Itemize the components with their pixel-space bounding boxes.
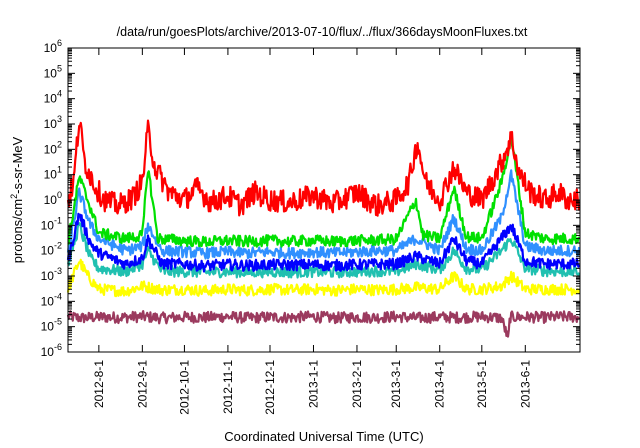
y-tick-label: 105: [44, 63, 62, 80]
x-tick-label: 2013-4-1: [433, 360, 447, 408]
y-axis-label-base: protons/cm: [10, 199, 25, 263]
series-layer: [66, 119, 581, 338]
y-tick-label: 104: [44, 89, 62, 106]
y-axis-label-sup: 2: [9, 194, 19, 199]
y-axis-label-tail: -s-sr-MeV: [10, 136, 25, 193]
x-tick-label: 2012-9-1: [135, 360, 149, 408]
x-tick-label: 2013-6-1: [518, 360, 532, 408]
y-axis-label: protons/cm2-s-sr-MeV: [9, 136, 25, 263]
x-tick-label: 2012-8-1: [92, 360, 106, 408]
y-tick-label: 10-3: [41, 266, 62, 283]
x-tick-label: 2012-12-1: [263, 360, 277, 415]
y-tick-label: 102: [44, 139, 62, 156]
series-line: [66, 212, 581, 273]
series-line: [66, 119, 581, 217]
series-line: [67, 138, 580, 248]
x-tick-label: 2013-1-1: [306, 360, 320, 408]
y-tick-label: 103: [44, 114, 62, 131]
x-tick-label: 2013-2-1: [350, 360, 364, 408]
y-tick-label: 106: [44, 38, 62, 55]
x-tick-label: 2012-11-1: [221, 360, 235, 414]
series-line: [66, 258, 581, 298]
chart-title: /data/run/goesPlots/archive/2013-07-10/f…: [117, 25, 528, 39]
y-tick-label: 10-4: [41, 291, 62, 308]
y-tick-label: 10-6: [41, 342, 62, 359]
y-tick-label: 10-2: [41, 241, 62, 258]
y-tick-label: 10-1: [41, 215, 62, 232]
series-line: [66, 169, 581, 260]
y-tick-label: 10-5: [41, 317, 62, 334]
x-tick-label: 2013-3-1: [389, 360, 403, 408]
y-axis: 10-6 10-5 10-4 10-3 10-2 10-1 100 101 102 103 104 1…: [41, 38, 580, 359]
x-tick-label: 2013-5-1: [475, 360, 489, 408]
y-tick-label: 100: [44, 190, 62, 207]
x-tick-label: 2012-10-1: [177, 360, 191, 415]
series-line: [66, 310, 581, 338]
x-axis-label: Coordinated Universal Time (UTC): [224, 429, 423, 444]
y-tick-label: 101: [44, 165, 62, 182]
x-axis: 2012-8-1 2012-9-1 2012-10-1 2012-11-1 2012-1…: [92, 48, 532, 415]
